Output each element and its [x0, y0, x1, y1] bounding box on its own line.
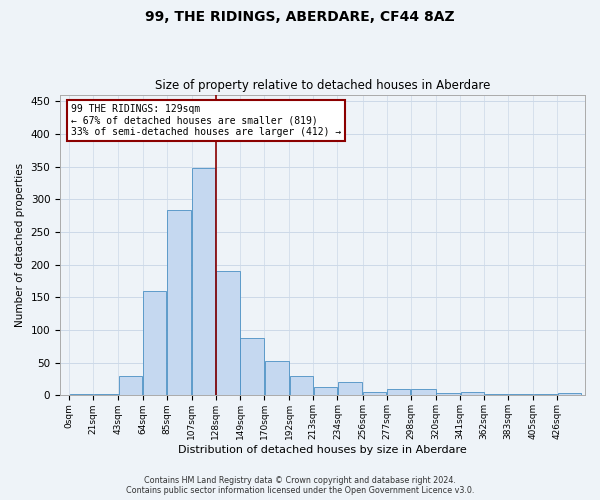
Bar: [485, 394, 508, 396]
Bar: [94, 394, 118, 396]
Bar: [119, 376, 142, 396]
Bar: [411, 389, 436, 396]
Bar: [143, 291, 166, 396]
Bar: [70, 394, 93, 396]
Bar: [509, 394, 533, 396]
Text: 99, THE RIDINGS, ABERDARE, CF44 8AZ: 99, THE RIDINGS, ABERDARE, CF44 8AZ: [145, 10, 455, 24]
Bar: [558, 394, 581, 396]
Bar: [241, 338, 263, 396]
Bar: [363, 392, 386, 396]
X-axis label: Distribution of detached houses by size in Aberdare: Distribution of detached houses by size …: [178, 445, 467, 455]
Text: Contains HM Land Registry data © Crown copyright and database right 2024.
Contai: Contains HM Land Registry data © Crown c…: [126, 476, 474, 495]
Bar: [387, 389, 410, 396]
Bar: [167, 210, 191, 396]
Title: Size of property relative to detached houses in Aberdare: Size of property relative to detached ho…: [155, 79, 490, 92]
Bar: [436, 393, 460, 396]
Text: 99 THE RIDINGS: 129sqm
← 67% of detached houses are smaller (819)
33% of semi-de: 99 THE RIDINGS: 129sqm ← 67% of detached…: [71, 104, 341, 137]
Bar: [193, 168, 215, 396]
Bar: [314, 387, 337, 396]
Bar: [290, 376, 313, 396]
Y-axis label: Number of detached properties: Number of detached properties: [15, 163, 25, 327]
Bar: [461, 392, 484, 396]
Bar: [534, 394, 557, 396]
Bar: [217, 270, 239, 396]
Bar: [338, 382, 362, 396]
Bar: [265, 362, 289, 396]
